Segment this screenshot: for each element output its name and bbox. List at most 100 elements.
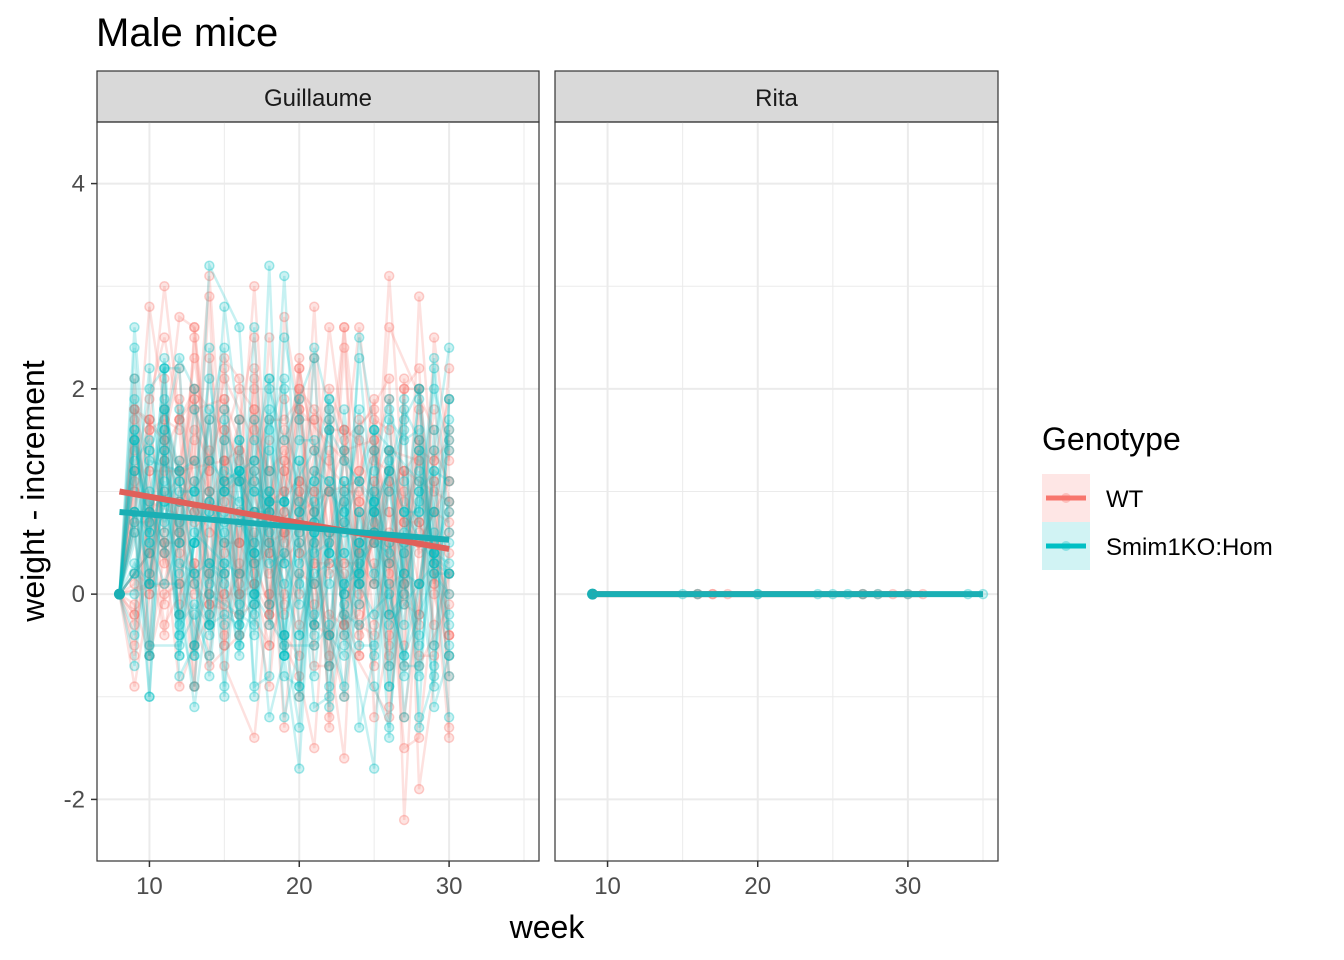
data-point	[323, 558, 335, 569]
data-point	[443, 609, 455, 620]
data-point	[443, 568, 455, 579]
data-point	[174, 455, 185, 466]
data-point	[279, 414, 290, 425]
data-point	[383, 486, 395, 497]
data-point	[294, 486, 305, 497]
data-point	[443, 434, 455, 446]
data-point	[383, 322, 395, 333]
data-point	[443, 527, 455, 538]
data-point	[219, 486, 230, 497]
data-point	[144, 691, 155, 703]
data-point	[234, 414, 245, 425]
data-point	[249, 475, 260, 487]
data-point	[413, 445, 425, 456]
data-point	[338, 486, 350, 497]
data-point	[338, 424, 350, 436]
data-point	[383, 588, 395, 600]
trajectory-line	[118, 306, 451, 697]
data-point	[428, 578, 440, 590]
data-point	[338, 588, 350, 600]
data-point	[279, 496, 290, 508]
facet-strip-label: Guillaume	[264, 85, 372, 112]
data-point	[323, 660, 335, 672]
data-point	[159, 414, 170, 425]
data-point	[264, 588, 275, 600]
data-point	[144, 640, 155, 651]
data-point	[144, 568, 155, 579]
data-point	[383, 558, 395, 569]
trajectory-line	[118, 296, 451, 646]
data-point	[249, 280, 260, 292]
data-point	[159, 393, 170, 405]
data-point	[159, 537, 170, 549]
data-point	[353, 475, 365, 487]
data-point	[144, 445, 155, 456]
data-point	[189, 322, 200, 333]
y-tick-label: -2	[64, 786, 85, 813]
trajectory-line	[118, 347, 451, 718]
data-point	[353, 547, 365, 559]
data-point	[383, 475, 395, 487]
data-point	[294, 558, 305, 569]
trajectory-line	[118, 398, 451, 751]
data-point	[264, 599, 275, 610]
data-point	[174, 414, 185, 425]
data-point	[159, 537, 170, 549]
data-point	[234, 465, 245, 477]
data-point	[159, 414, 170, 425]
data-point	[249, 322, 260, 333]
data-point	[294, 681, 305, 692]
data-point	[219, 414, 230, 425]
data-point	[428, 424, 440, 436]
data-point	[159, 363, 170, 374]
data-point	[159, 424, 170, 436]
data-point	[264, 414, 275, 425]
data-point	[428, 475, 440, 487]
data-point	[174, 352, 185, 364]
gridlines	[97, 122, 539, 861]
data-point	[443, 363, 455, 374]
data-point	[219, 486, 230, 497]
data-point	[189, 650, 200, 661]
data-point	[234, 537, 245, 549]
data-point	[413, 496, 425, 508]
data-point	[234, 568, 245, 579]
data-point	[264, 537, 275, 549]
data-point	[219, 301, 230, 312]
data-point	[309, 547, 320, 559]
data-point	[383, 629, 395, 641]
data-point	[204, 445, 215, 456]
data-point	[428, 558, 440, 569]
data-point	[294, 455, 305, 466]
data-point	[294, 568, 305, 579]
data-point	[129, 322, 140, 333]
data-point	[353, 506, 365, 518]
data-point	[174, 414, 185, 425]
data-point	[368, 629, 380, 641]
data-point	[428, 352, 440, 364]
data-point	[428, 640, 440, 651]
data-point	[219, 619, 230, 631]
data-point	[294, 619, 305, 631]
data-point	[249, 547, 260, 559]
data-point	[279, 547, 290, 559]
data-point	[368, 650, 380, 661]
data-point	[323, 547, 335, 559]
data-point	[413, 783, 425, 795]
data-point	[129, 660, 140, 672]
panel-rita: Rita 10 20 30	[554, 70, 999, 900]
data-point	[159, 455, 170, 466]
data-point	[413, 445, 425, 456]
data-point	[279, 712, 290, 723]
data-point	[294, 650, 305, 661]
data-point	[443, 568, 455, 579]
data-point	[398, 424, 410, 436]
data-point	[279, 640, 290, 651]
data-point	[174, 537, 185, 549]
data-point	[398, 650, 410, 661]
trajectory-line	[118, 354, 451, 677]
data-point	[249, 414, 260, 425]
data-point	[159, 424, 170, 436]
data-point	[249, 373, 260, 384]
data-point	[159, 486, 170, 497]
